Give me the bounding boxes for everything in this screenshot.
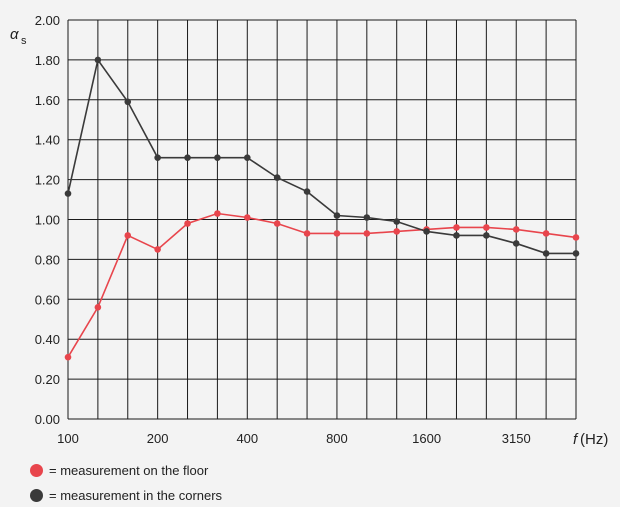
x-tick-label: 800: [326, 431, 348, 446]
y-tick-label: 1.20: [35, 173, 60, 188]
data-point-series-1: [483, 232, 490, 239]
data-point-series-0: [512, 226, 520, 233]
data-point-series-0: [94, 303, 102, 311]
data-point-series-0: [542, 230, 550, 237]
data-point-series-0: [64, 353, 72, 361]
y-tick-label: 1.40: [35, 133, 60, 148]
data-point-series-1: [184, 154, 191, 161]
data-point-series-0: [303, 230, 311, 237]
data-point-series-0: [453, 224, 460, 231]
x-axis-unit: (Hz): [580, 431, 608, 448]
data-point-series-0: [124, 232, 132, 239]
x-axis-symbol: f: [573, 431, 579, 448]
y-axis-label-subscript: s: [21, 35, 27, 47]
x-tick-label: 1600: [412, 431, 441, 446]
data-point-series-1: [64, 190, 72, 197]
legend-corners-marker: [30, 489, 43, 502]
y-tick-label: 1.00: [35, 213, 60, 228]
legend-floor-marker: [30, 464, 43, 477]
legend-floor-label: = measurement on the floor: [49, 463, 209, 478]
x-tick-label: 3150: [502, 431, 531, 446]
legend-corners: = measurement in the corners: [30, 488, 222, 503]
data-point-series-1: [303, 188, 311, 195]
data-point-series-1: [154, 154, 161, 161]
data-point-series-0: [483, 224, 490, 231]
y-axis-label: α: [10, 26, 19, 43]
data-point-series-1: [333, 212, 341, 219]
x-tick-label: 200: [147, 431, 169, 446]
y-tick-labels: 0.00 0.20 0.40 0.60 0.80 1.00 1.20 1.40 1.60 1.80…: [35, 13, 60, 427]
data-point-series-1: [572, 250, 580, 257]
y-tick-label: 0.00: [35, 412, 60, 427]
data-point-series-1: [453, 232, 460, 239]
data-point-series-1: [512, 240, 520, 247]
y-tick-label: 0.80: [35, 252, 60, 267]
data-point-series-0: [214, 210, 221, 217]
legend-floor: = measurement on the floor: [30, 463, 208, 478]
data-points: [64, 56, 580, 361]
data-point-series-1: [214, 154, 221, 161]
data-point-series-0: [572, 234, 580, 241]
data-point-series-0: [273, 220, 281, 227]
series-line-1: [67, 57, 576, 255]
data-point-series-0: [393, 228, 401, 235]
x-tick-labels: 100 200 400 800 1600 3150: [57, 431, 531, 446]
y-tick-label: 1.80: [35, 53, 60, 68]
data-point-series-1: [243, 154, 251, 161]
data-point-series-1: [273, 174, 281, 181]
data-point-series-1: [542, 250, 550, 257]
data-point-series-1: [363, 214, 371, 221]
data-point-series-1: [423, 228, 430, 235]
data-point-series-0: [184, 220, 191, 227]
y-tick-label: 0.60: [35, 292, 60, 307]
data-point-series-0: [154, 246, 161, 253]
x-tick-label: 400: [236, 431, 258, 446]
legend-corners-label: = measurement in the corners: [49, 488, 223, 503]
series-lines: [67, 57, 577, 358]
data-point-series-1: [393, 218, 401, 225]
series-line-0: [67, 212, 577, 358]
data-point-series-1: [124, 98, 132, 106]
data-point-series-0: [243, 214, 251, 221]
data-point-series-1: [94, 56, 102, 64]
data-point-series-0: [363, 230, 371, 237]
y-tick-label: 1.60: [35, 93, 60, 108]
x-tick-label: 100: [57, 431, 79, 446]
y-tick-label: 0.40: [35, 332, 60, 347]
y-tick-label: 2.00: [35, 13, 60, 28]
grid: [67, 19, 577, 420]
data-point-series-0: [333, 230, 341, 237]
y-tick-label: 0.20: [35, 372, 60, 387]
